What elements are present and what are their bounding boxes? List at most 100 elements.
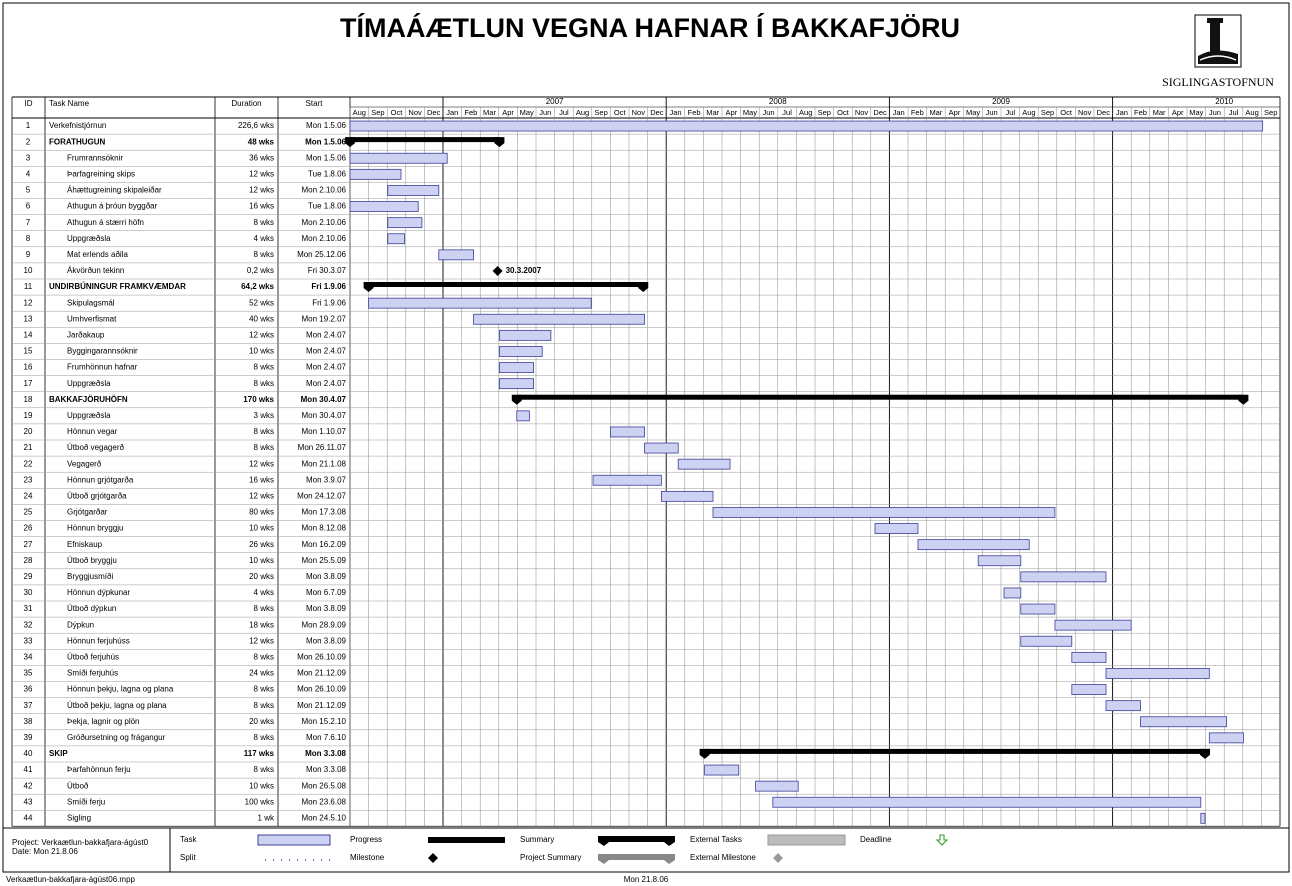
task-start: Mon 24.5.10: [302, 813, 347, 822]
task-duration: 1 wk: [258, 813, 275, 822]
task-start: Mon 2.10.06: [302, 186, 347, 195]
month-label: May: [520, 108, 534, 117]
month-label: Dec: [427, 108, 441, 117]
summary-end: [638, 282, 649, 292]
month-label: Nov: [408, 108, 422, 117]
task-duration: 12 wks: [249, 169, 274, 178]
task-duration: 8 wks: [254, 363, 274, 372]
task-bar: [1020, 635, 1073, 647]
task-duration: 20 wks: [249, 572, 274, 581]
task-start: Mon 17.3.08: [302, 508, 347, 517]
task-name: Þekja, lagnir og plön: [67, 717, 140, 726]
task-duration: 8 wks: [254, 379, 274, 388]
task-id: 20: [24, 427, 33, 436]
task-id: 22: [24, 459, 33, 468]
task-name: Uppgræðsla: [67, 234, 111, 243]
task-name: Ákvörðun tekinn: [67, 266, 124, 275]
legend-label: Deadline: [860, 835, 892, 844]
month-label: Jun: [986, 108, 998, 117]
task-name: Gróðursetning og frágangur: [67, 733, 166, 742]
task-duration: 20 wks: [249, 717, 274, 726]
month-label: Nov: [632, 108, 646, 117]
task-start: Mon 26.11.07: [298, 443, 347, 452]
month-label: Jun: [1209, 108, 1221, 117]
task-bar: [387, 185, 440, 196]
month-label: Apr: [725, 108, 737, 117]
task-id: 33: [24, 636, 33, 645]
footer-file: Verkaætlun-bakkafjara-ágúst06.mpp: [6, 875, 136, 884]
task-name: Athugun á þróun byggðar: [67, 202, 158, 211]
month-label: Jan: [446, 108, 458, 117]
column-header: Duration: [231, 99, 261, 108]
task-name: UNDIRBÚNINGUR FRAMKVÆMDAR: [49, 282, 186, 291]
task-start: Mon 6.7.09: [306, 588, 347, 597]
task-duration: 18 wks: [249, 620, 274, 629]
task-bar: [1054, 619, 1132, 631]
month-label: Feb: [1134, 108, 1147, 117]
month-label: Sep: [1264, 108, 1277, 117]
task-duration: 226,6 wks: [238, 121, 274, 130]
task-bar: [349, 201, 419, 212]
column-header: Start: [306, 99, 324, 108]
month-label: Aug: [353, 108, 366, 117]
month-label: Oct: [614, 108, 627, 117]
milestone-label: 30.3.2007: [506, 266, 542, 275]
summary-bar: [350, 137, 500, 143]
task-bar: [349, 152, 448, 164]
year-label: 2009: [992, 97, 1010, 106]
task-duration: 8 wks: [254, 427, 274, 436]
task-duration: 12 wks: [249, 636, 274, 645]
task-start: Mon 30.4.07: [301, 395, 347, 404]
month-label: Sep: [371, 108, 384, 117]
task-duration: 12 wks: [249, 491, 274, 500]
task-start: Tue 1.8.06: [308, 202, 347, 211]
task-name: Bryggjusmíði: [67, 572, 113, 581]
task-id: 40: [24, 749, 33, 758]
legend-summary: [598, 836, 675, 846]
task-id: 36: [24, 685, 33, 694]
task-id: 19: [24, 411, 33, 420]
task-id: 28: [24, 556, 33, 565]
task-id: 15: [24, 347, 33, 356]
task-bar: [772, 796, 1202, 808]
year-label: 2010: [1215, 97, 1233, 106]
logo-text: SIGLINGASTOFNUN: [1162, 75, 1274, 89]
task-bar: [1071, 651, 1107, 663]
task-id: 5: [26, 186, 31, 195]
task-name: Grjótgarðar: [67, 508, 108, 517]
task-name: Efniskaup: [67, 540, 103, 549]
month-label: Jan: [1116, 108, 1128, 117]
task-duration: 16 wks: [249, 202, 274, 211]
task-start: Mon 26.5.08: [302, 781, 347, 790]
task-duration: 48 wks: [248, 137, 275, 146]
month-label: Oct: [837, 108, 850, 117]
task-id: 9: [26, 250, 31, 259]
task-duration: 10 wks: [249, 556, 274, 565]
task-start: Mon 16.2.09: [302, 540, 347, 549]
task-name: Sigling: [67, 813, 91, 822]
month-label: Sep: [818, 108, 831, 117]
month-label: Aug: [576, 108, 589, 117]
task-start: Mon 25.5.09: [302, 556, 347, 565]
task-bar: [349, 120, 1264, 132]
task-start: Fri 1.9.06: [311, 282, 346, 291]
task-duration: 0,2 wks: [247, 266, 274, 275]
task-duration: 8 wks: [254, 685, 274, 694]
task-bar: [368, 297, 592, 309]
task-bar: [1208, 732, 1244, 744]
task-name: FORATHUGUN: [49, 137, 106, 146]
month-label: Sep: [594, 108, 607, 117]
task-duration: 52 wks: [249, 298, 274, 307]
task-name: Þarfahönnun ferju: [67, 765, 131, 774]
task-name: Uppgræðsla: [67, 379, 111, 388]
task-duration: 3 wks: [254, 411, 274, 420]
summary-end: [363, 282, 374, 292]
task-duration: 117 wks: [244, 749, 275, 758]
task-name: Verkefnistjórnun: [49, 121, 106, 130]
legend-milestone: [428, 853, 438, 863]
task-start: Mon 3.3.08: [306, 765, 347, 774]
task-name: Útboð ferjuhús: [67, 652, 119, 661]
task-start: Fri 1.9.06: [312, 298, 346, 307]
task-bar: [1003, 587, 1022, 599]
